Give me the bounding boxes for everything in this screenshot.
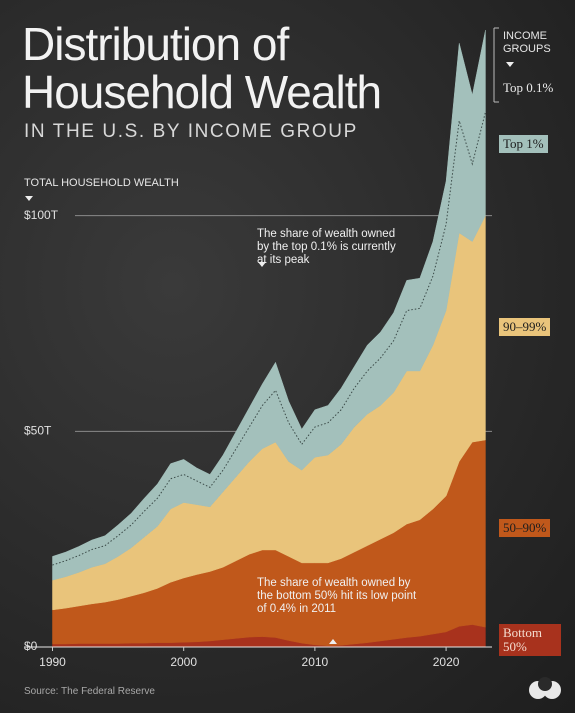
y-axis-label: TOTAL HOUSEHOLD WEALTH bbox=[24, 177, 179, 189]
annotation-marker bbox=[329, 639, 337, 644]
legend-title: INCOME GROUPS bbox=[503, 30, 551, 55]
x-tick-label: 2000 bbox=[170, 655, 197, 669]
annotation-marker bbox=[258, 262, 266, 267]
legend-entry: 50–90% bbox=[499, 519, 551, 537]
y-tick-label: $50T bbox=[24, 424, 52, 438]
y-tick-label: $0 bbox=[24, 639, 38, 653]
legend-entry: Bottom 50% bbox=[499, 624, 561, 656]
x-tick-label: 2020 bbox=[433, 655, 460, 669]
x-tick-label: 1990 bbox=[39, 655, 66, 669]
annotation: The share of wealth owned by the top 0.1… bbox=[257, 228, 396, 266]
caret bbox=[25, 196, 33, 201]
caret bbox=[506, 62, 514, 67]
x-tick-label: 2010 bbox=[302, 655, 329, 669]
logo bbox=[529, 677, 561, 699]
source: Source: The Federal Reserve bbox=[24, 686, 155, 697]
segment-divider bbox=[52, 112, 486, 566]
legend-entry: 90–99% bbox=[499, 318, 551, 336]
plot: $0 $50T $100T 1990 2000 2010 2020 bbox=[24, 30, 492, 669]
legend-entry: Top 1% bbox=[499, 135, 548, 153]
annotation: The share of wealth owned by the bottom … bbox=[257, 577, 417, 615]
y-tick-label: $100T bbox=[24, 208, 59, 222]
chart-title: Distribution of Household Wealth bbox=[22, 18, 382, 118]
legend-entry: Top 0.1% bbox=[503, 80, 554, 95]
chart-subtitle: IN THE U.S. BY INCOME GROUP bbox=[24, 121, 358, 142]
